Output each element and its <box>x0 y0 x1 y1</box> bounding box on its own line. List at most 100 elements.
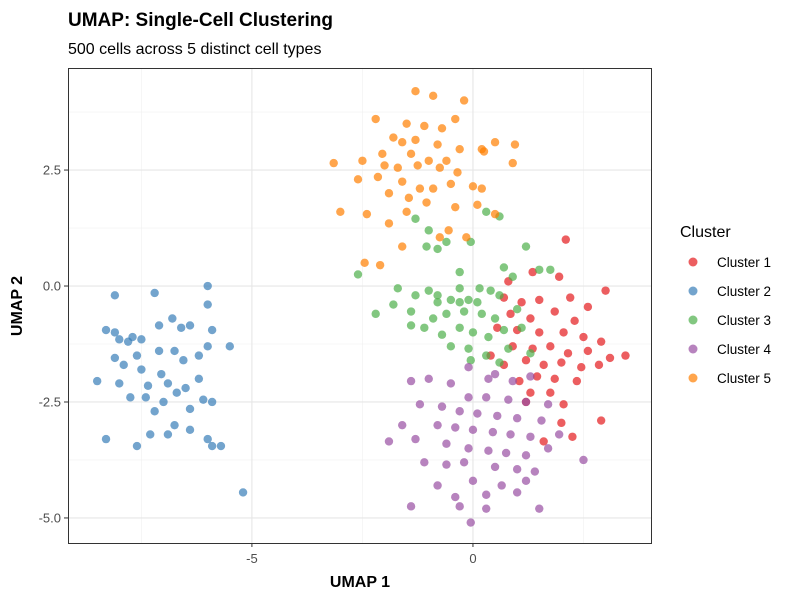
data-point-cluster-5 <box>402 207 411 216</box>
data-point-cluster-3 <box>455 323 464 332</box>
data-point-cluster-4 <box>433 481 442 490</box>
data-point-cluster-2 <box>146 430 155 439</box>
data-point-cluster-1 <box>539 360 548 370</box>
y-axis-label: UMAP 2 <box>9 276 26 336</box>
data-point-cluster-2 <box>101 325 111 335</box>
data-point-cluster-1 <box>577 362 586 372</box>
data-point-cluster-4 <box>464 362 473 372</box>
data-point-cluster-5 <box>437 124 447 133</box>
data-point-cluster-5 <box>462 233 471 242</box>
grid-lines <box>68 68 652 543</box>
legend-swatch <box>688 315 698 325</box>
chart-title: UMAP: Single-Cell Clustering <box>68 10 333 31</box>
data-point-cluster-5 <box>398 138 407 147</box>
data-point-cluster-1 <box>535 295 544 305</box>
data-point-cluster-3 <box>466 356 475 365</box>
data-point-cluster-3 <box>495 291 504 300</box>
data-point-cluster-4 <box>488 427 498 437</box>
x-tick-label: 0 <box>469 551 476 566</box>
data-point-cluster-3 <box>406 321 416 330</box>
data-point-cluster-3 <box>433 291 442 300</box>
data-point-cluster-1 <box>521 356 531 365</box>
data-point-cluster-2 <box>132 351 142 360</box>
data-point-cluster-5 <box>411 135 420 145</box>
data-point-cluster-4 <box>482 393 491 402</box>
data-point-cluster-4 <box>497 481 506 490</box>
data-point-cluster-4 <box>464 393 473 402</box>
data-point-cluster-2 <box>128 332 137 342</box>
data-point-cluster-5 <box>413 161 422 170</box>
data-point-cluster-4 <box>512 414 522 423</box>
data-point-cluster-3 <box>389 300 398 309</box>
data-point-cluster-5 <box>451 202 460 212</box>
data-point-cluster-5 <box>468 182 478 191</box>
data-point-cluster-4 <box>537 416 546 425</box>
data-point-cluster-3 <box>499 263 509 272</box>
data-point-cluster-4 <box>508 376 517 386</box>
data-point-cluster-2 <box>163 430 173 439</box>
data-point-cluster-2 <box>141 393 151 402</box>
data-point-cluster-2 <box>172 388 181 397</box>
data-point-cluster-4 <box>512 465 522 474</box>
data-point-cluster-1 <box>605 353 615 363</box>
data-point-cluster-3 <box>464 344 473 353</box>
data-point-cluster-4 <box>459 458 469 467</box>
data-point-cluster-2 <box>168 314 177 323</box>
data-point-cluster-4 <box>406 502 416 511</box>
data-point-cluster-1 <box>554 272 564 281</box>
data-point-cluster-4 <box>437 402 447 411</box>
data-point-cluster-5 <box>384 219 394 228</box>
data-point-cluster-3 <box>353 270 363 279</box>
data-point-cluster-4 <box>433 420 442 430</box>
data-point-cluster-2 <box>154 346 164 356</box>
data-point-cluster-1 <box>526 314 535 323</box>
data-point-cluster-2 <box>115 379 124 388</box>
data-point-cluster-3 <box>459 307 469 316</box>
data-point-cluster-5 <box>510 140 520 149</box>
data-point-cluster-3 <box>468 328 478 337</box>
x-axis-label: UMAP 1 <box>330 574 390 591</box>
data-point-cluster-4 <box>468 425 478 435</box>
legend-label: Cluster 5 <box>717 371 771 386</box>
y-tick-label: -2.5 <box>39 394 61 409</box>
data-point-cluster-5 <box>479 147 489 156</box>
data-point-cluster-3 <box>420 323 429 332</box>
data-point-cluster-4 <box>490 369 500 379</box>
data-point-cluster-1 <box>535 328 544 337</box>
legend-label: Cluster 2 <box>717 284 771 299</box>
data-point-cluster-2 <box>176 323 186 332</box>
data-point-cluster-5 <box>490 138 500 147</box>
data-point-cluster-5 <box>380 161 389 170</box>
data-point-cluster-3 <box>482 351 491 360</box>
data-point-cluster-2 <box>110 291 120 300</box>
data-point-cluster-2 <box>137 365 146 374</box>
data-point-cluster-3 <box>433 244 442 254</box>
data-point-cluster-3 <box>446 295 456 305</box>
data-point-cluster-4 <box>579 455 588 465</box>
data-point-cluster-4 <box>442 460 451 469</box>
data-point-cluster-3 <box>473 298 482 307</box>
data-point-cluster-5 <box>428 184 438 193</box>
data-point-cluster-4 <box>543 444 553 453</box>
data-point-cluster-5 <box>378 149 387 159</box>
legend-title: Cluster <box>680 224 731 241</box>
x-tick-label: -5 <box>246 551 258 566</box>
data-point-cluster-4 <box>521 451 531 460</box>
axis-ticks: -5 0 2.5 0.0 -2.5 -5.0 <box>39 163 477 566</box>
data-point-cluster-3 <box>455 284 464 293</box>
data-point-cluster-5 <box>451 114 460 124</box>
data-point-cluster-3 <box>411 214 420 223</box>
data-point-cluster-4 <box>482 490 491 499</box>
data-point-cluster-5 <box>444 226 453 235</box>
data-point-cluster-1 <box>566 293 575 302</box>
data-point-cluster-4 <box>512 488 522 497</box>
data-point-cluster-5 <box>353 175 363 184</box>
data-point-cluster-1 <box>621 351 630 360</box>
data-point-cluster-3 <box>424 286 433 295</box>
data-point-cluster-5 <box>398 177 407 186</box>
data-point-cluster-2 <box>126 393 135 402</box>
data-point-cluster-1 <box>596 416 606 425</box>
legend-swatch <box>688 286 698 296</box>
data-point-cluster-4 <box>482 504 491 513</box>
